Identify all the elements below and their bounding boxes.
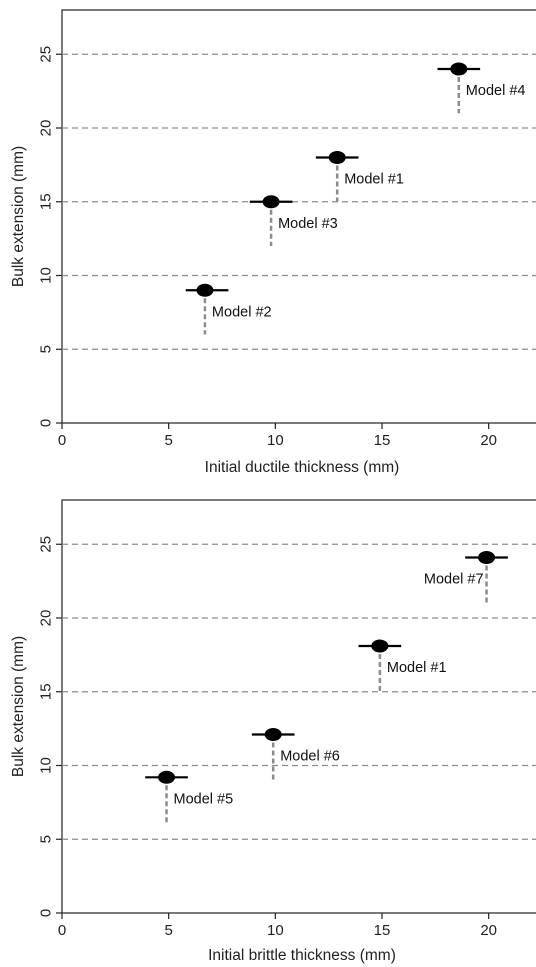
bottom-y-tick-label: 20 [38, 610, 55, 627]
top-x-tick-label: 20 [480, 432, 497, 449]
bottom-model-point: Model #1 [358, 639, 447, 692]
top-model-point: Model #1 [315, 151, 404, 202]
top-y-tick-label: 20 [38, 120, 55, 137]
bottom-data-points: Model #5 Model #6 Model #1 Model #7 [145, 551, 508, 825]
top-y-axis-title: Bulk extension (mm) [10, 146, 27, 287]
model-label: Model #3 [278, 216, 338, 232]
bottom-y-tick-label: 5 [38, 835, 55, 843]
data-point-marker [328, 151, 346, 164]
bottom-y-axis-title: Bulk extension (mm) [10, 636, 27, 777]
data-point-marker [196, 283, 214, 297]
top-model-point: Model #2 [185, 283, 272, 335]
top-x-tick-label: 10 [267, 432, 284, 449]
bottom-x-tick-label: 5 [164, 922, 172, 939]
bottom-y-tick-label: 15 [38, 683, 55, 700]
model-label: Model #7 [424, 572, 484, 588]
data-point-marker [478, 551, 496, 565]
bottom-plot-area [61, 499, 536, 914]
top-model-point: Model #3 [249, 195, 338, 246]
model-label: Model #2 [212, 304, 272, 320]
bottom-y-tick-label: 25 [38, 536, 55, 553]
top-x-axis-title: Initial ductile thickness (mm) [205, 459, 400, 476]
bottom-x-tick-label: 20 [480, 922, 497, 939]
top-y-tick-label: 25 [38, 46, 55, 63]
top-x-tick-label: 5 [164, 432, 172, 449]
data-point-marker [371, 639, 389, 653]
top-data-points: Model #2 Model #3 Model #1 Model #4 [185, 62, 526, 335]
model-label: Model #1 [344, 172, 404, 188]
model-label: Model #6 [280, 749, 340, 765]
top-x-tick-label: 0 [58, 432, 66, 449]
bottom-model-point: Model #6 [251, 728, 340, 781]
data-point-marker [450, 62, 468, 76]
top-y-tick-label: 15 [38, 193, 55, 210]
top-plot-area [61, 9, 536, 424]
bottom-gridlines [62, 543, 536, 840]
model-label: Model #5 [174, 791, 234, 807]
bottom-y-ticks: 0 5 10 15 20 25 [38, 536, 62, 917]
bottom-model-point: Model #7 [424, 551, 508, 604]
bottom-y-tick-label: 0 [38, 909, 55, 917]
bottom-x-tick-label: 0 [58, 922, 66, 939]
top-y-tick-label: 0 [38, 419, 55, 427]
top-x-ticks: 0 5 10 15 20 [58, 423, 497, 449]
data-point-marker [158, 770, 176, 784]
model-label: Model #4 [466, 83, 526, 99]
bottom-y-tick-label: 10 [38, 757, 55, 774]
bottom-x-tick-label: 10 [267, 922, 284, 939]
bottom-x-tick-label: 15 [374, 922, 391, 939]
bottom-x-ticks: 0 5 10 15 20 [58, 913, 497, 939]
top-gridlines [62, 53, 536, 350]
model-label: Model #1 [387, 660, 447, 676]
top-x-tick-label: 15 [374, 432, 391, 449]
data-point-marker [264, 728, 282, 742]
bottom-x-axis-title: Initial brittle thickness (mm) [208, 947, 396, 964]
top-y-tick-label: 10 [38, 267, 55, 284]
top-model-point: Model #4 [437, 62, 526, 114]
bottom-model-point: Model #5 [145, 770, 234, 825]
top-y-tick-label: 5 [38, 345, 55, 353]
data-point-marker [262, 195, 280, 209]
top-y-ticks: 0 5 10 15 20 25 [38, 46, 62, 427]
